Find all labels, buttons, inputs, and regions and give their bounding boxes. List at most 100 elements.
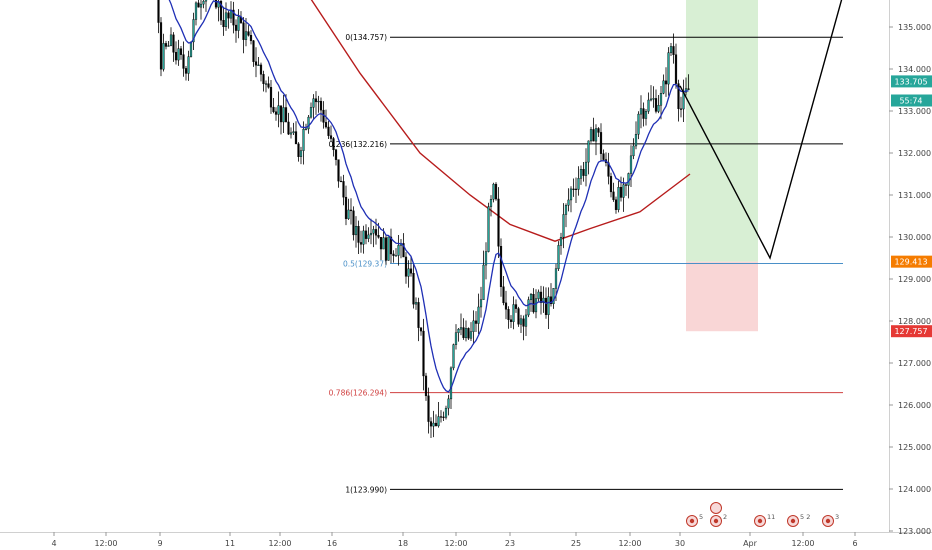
candle-body xyxy=(172,34,175,53)
y-tick-label: 131.000 xyxy=(898,191,931,200)
candle-body xyxy=(332,138,335,151)
candle-body xyxy=(402,243,405,258)
x-tick-label: 6 xyxy=(852,539,857,548)
candle-body xyxy=(272,106,275,112)
candle-body xyxy=(552,288,555,305)
candle-body xyxy=(487,206,490,252)
candle-body xyxy=(519,318,523,325)
ema-fast-line xyxy=(168,0,689,393)
candle-body xyxy=(282,107,285,123)
price-tag-label: 55:74 xyxy=(899,97,922,106)
candle-body xyxy=(469,331,473,339)
candle-body xyxy=(532,294,535,313)
candle-body xyxy=(294,131,298,145)
candle-body xyxy=(182,54,185,69)
candle-body xyxy=(619,187,623,198)
candle-body xyxy=(297,143,300,157)
candle-body xyxy=(542,297,545,303)
candle-body xyxy=(599,132,603,154)
candle-body xyxy=(572,188,575,190)
candle-body xyxy=(664,80,668,85)
candle-body xyxy=(439,416,443,418)
candle-body xyxy=(412,273,415,305)
candle-body xyxy=(284,107,288,123)
position-zones[interactable] xyxy=(686,0,758,332)
projection-path[interactable] xyxy=(679,0,865,260)
x-tick-label: 12:00 xyxy=(268,539,291,548)
candle-body xyxy=(252,40,255,62)
candle-body xyxy=(534,298,538,313)
y-tick-label: 124.000 xyxy=(898,485,931,494)
y-tick-label: 135.000 xyxy=(898,23,931,32)
x-tick-label: 11 xyxy=(225,539,235,548)
x-tick-label: 12:00 xyxy=(791,539,814,548)
candle-body xyxy=(237,16,240,31)
candle-body xyxy=(157,0,160,23)
candle-body xyxy=(504,302,508,310)
candle-body xyxy=(632,145,635,157)
candle-body xyxy=(559,237,563,246)
candle-body xyxy=(637,113,640,135)
candle-body xyxy=(547,296,550,315)
candle-body xyxy=(579,169,583,179)
candle-body xyxy=(192,19,195,43)
candle-body xyxy=(177,48,180,61)
candle-body xyxy=(204,0,208,2)
candle-body xyxy=(524,314,528,327)
fibonacci-retracement[interactable]: -0.618(141.411)-0.27(137.664)0(134.757)0… xyxy=(326,0,843,494)
ema-slow-line xyxy=(310,0,691,242)
candle-body xyxy=(419,327,423,332)
candle-body xyxy=(314,98,318,103)
candle-body xyxy=(379,237,383,250)
candle-body xyxy=(342,181,345,198)
fib-level-label: 0(134.757) xyxy=(345,33,387,42)
candle-body xyxy=(234,24,238,31)
fib-level-label: 0.5(129.37) xyxy=(343,259,387,268)
candle-body xyxy=(562,214,565,238)
candle-body xyxy=(499,246,503,288)
time-axis[interactable]: 4 12:00 9 11 12:00 16 18 12:00 23 25 12:00 30 Apr 12:… xyxy=(51,532,858,548)
candle-body xyxy=(507,309,510,320)
candle-body xyxy=(679,108,683,110)
candle-body xyxy=(382,237,385,250)
candle-body xyxy=(479,299,483,308)
candle-body xyxy=(449,367,453,400)
candle-body xyxy=(617,187,620,210)
candle-body xyxy=(232,9,235,26)
candle-body xyxy=(482,264,485,300)
candle-body xyxy=(264,83,268,85)
candle-body xyxy=(377,235,380,238)
x-tick-label: 25 xyxy=(571,539,581,548)
candle-body xyxy=(677,83,680,109)
price-axis[interactable]: 123.000 124.000 125.000 126.000 127.000 128.0… xyxy=(889,0,931,536)
candle-body xyxy=(424,375,428,397)
y-tick-label: 128.000 xyxy=(898,317,931,326)
candle-body xyxy=(437,416,440,427)
candle-body xyxy=(317,100,320,103)
x-tick-label: 12:00 xyxy=(94,539,117,548)
candle-body xyxy=(189,41,193,57)
candle-body xyxy=(457,328,460,333)
candle-body xyxy=(649,98,653,101)
event-markers[interactable]: 5 2 11 5 2 3 xyxy=(686,502,840,527)
x-tick-label: 16 xyxy=(327,539,337,548)
candle-body xyxy=(354,226,358,236)
candle-body xyxy=(357,226,360,243)
candle-body xyxy=(467,328,470,339)
candle-body xyxy=(267,83,270,88)
candle-body xyxy=(244,31,248,40)
candle-body xyxy=(672,46,675,55)
candle-body xyxy=(219,0,223,21)
candle-body xyxy=(227,12,230,19)
event-marker-dot xyxy=(757,518,763,524)
candle-body xyxy=(277,105,280,115)
candle-body xyxy=(612,191,615,200)
candle-body xyxy=(574,188,578,190)
candle-body xyxy=(654,98,658,112)
candle-body xyxy=(269,87,273,108)
candle-body xyxy=(259,64,263,75)
candle-body xyxy=(497,198,500,247)
candle-body xyxy=(392,253,395,256)
